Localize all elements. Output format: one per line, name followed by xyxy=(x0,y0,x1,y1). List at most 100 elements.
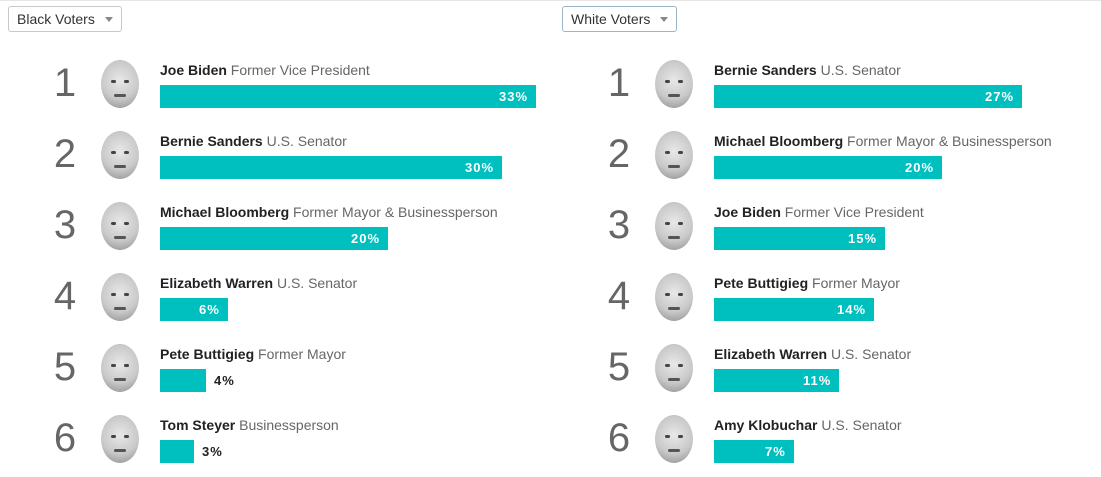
face-mouth xyxy=(668,307,680,310)
support-bar xyxy=(160,227,388,250)
rank-number: 2 xyxy=(607,132,631,176)
voter-group-dropdown[interactable]: Black Voters xyxy=(8,6,122,32)
candidate-label: Bernie Sanders U.S. Senator xyxy=(714,62,1101,78)
joe-biden-photo xyxy=(101,60,139,108)
candidate-title: Former Mayor & Businessperson xyxy=(847,133,1052,149)
amy-klobuchar-photo xyxy=(655,415,693,463)
face-mouth xyxy=(114,94,126,97)
bar-track: 11% xyxy=(714,369,1101,392)
percent-label: 6% xyxy=(199,302,220,317)
percent-label: 14% xyxy=(837,302,867,317)
dropdown-label: Black Voters xyxy=(17,11,95,27)
candidate-title: Former Mayor xyxy=(812,275,900,291)
bar-track: 27% xyxy=(714,85,1101,108)
percent-label: 20% xyxy=(351,231,381,246)
candidate-info: Bernie Sanders U.S. Senator 30% xyxy=(160,133,550,179)
percent-label: 4% xyxy=(214,373,235,388)
candidate-name: Michael Bloomberg xyxy=(714,133,844,149)
voter-group-dropdown[interactable]: White Voters xyxy=(562,6,678,32)
bar-track: 15% xyxy=(714,227,1101,250)
percent-label: 11% xyxy=(803,373,832,388)
rank-number: 5 xyxy=(607,345,631,389)
candidate-label: Pete Buttigieg Former Mayor xyxy=(160,346,550,362)
face-mouth xyxy=(668,236,680,239)
rank-number: 2 xyxy=(53,132,77,176)
pete-buttigieg-photo xyxy=(655,273,693,321)
candidate-info: Elizabeth Warren U.S. Senator 11% xyxy=(714,346,1101,392)
bar-track: 4% xyxy=(160,369,550,392)
candidate-title: U.S. Senator xyxy=(266,133,347,149)
percent-label: 27% xyxy=(985,89,1015,104)
support-bar xyxy=(160,85,536,108)
percent-label: 33% xyxy=(499,89,529,104)
candidate-title: U.S. Senator xyxy=(821,417,902,433)
face-mouth xyxy=(668,449,680,452)
support-bar xyxy=(714,85,1022,108)
support-bar xyxy=(160,440,194,463)
candidate-label: Tom Steyer Businessperson xyxy=(160,417,550,433)
bar-track: 20% xyxy=(714,156,1101,179)
candidate-title: Former Mayor & Businessperson xyxy=(293,204,498,220)
tom-steyer-photo xyxy=(101,415,139,463)
candidate-title: Former Mayor xyxy=(258,346,346,362)
candidate-label: Michael Bloomberg Former Mayor & Busines… xyxy=(160,204,550,220)
rank-number: 6 xyxy=(53,416,77,460)
bar-track: 20% xyxy=(160,227,550,250)
percent-label: 20% xyxy=(905,160,935,175)
elizabeth-warren-photo xyxy=(101,273,139,321)
percent-label: 15% xyxy=(848,231,878,246)
dropdown-label: White Voters xyxy=(571,11,651,27)
candidate-title: U.S. Senator xyxy=(276,275,358,291)
caret-down-icon xyxy=(660,17,669,22)
bernie-sanders-photo xyxy=(101,131,139,179)
white-voters-panel: White Voters 1 Bernie Sanders U.S. Senato… xyxy=(562,6,1101,474)
percent-label: 7% xyxy=(765,444,786,459)
candidate-info: Tom Steyer Businessperson 3% xyxy=(160,417,550,463)
bar-track: 30% xyxy=(160,156,550,179)
bar-track: 6% xyxy=(160,298,550,321)
bar-track: 7% xyxy=(714,440,1101,463)
face-mouth xyxy=(114,236,126,239)
support-bar xyxy=(160,156,502,179)
candidate-info: Elizabeth Warren U.S. Senator 6% xyxy=(160,275,550,321)
bar-track: 14% xyxy=(714,298,1101,321)
bar-track: 33% xyxy=(160,85,550,108)
rank-number: 6 xyxy=(607,416,631,460)
face-mouth xyxy=(114,165,126,168)
face-mouth xyxy=(668,378,680,381)
rank-number: 1 xyxy=(53,61,77,105)
bernie-sanders-photo xyxy=(655,60,693,108)
face-mouth xyxy=(114,307,126,310)
joe-biden-photo xyxy=(655,202,693,250)
rank-number: 3 xyxy=(53,203,77,247)
candidate-name: Pete Buttigieg xyxy=(160,346,255,362)
candidate-label: Elizabeth Warren U.S. Senator xyxy=(160,275,550,291)
caret-down-icon xyxy=(104,17,113,22)
michael-bloomberg-photo xyxy=(101,202,139,250)
rank-number: 4 xyxy=(607,274,631,318)
support-bar xyxy=(714,298,874,321)
percent-label: 3% xyxy=(202,444,223,459)
candidate-label: Joe Biden Former Vice President xyxy=(714,204,1101,220)
face-mouth xyxy=(114,378,126,381)
candidate-info: Michael Bloomberg Former Mayor & Busines… xyxy=(714,133,1101,179)
candidate-label: Bernie Sanders U.S. Senator xyxy=(160,133,550,149)
candidate-info: Amy Klobuchar U.S. Senator 7% xyxy=(714,417,1101,463)
bar-track: 3% xyxy=(160,440,550,463)
rank-number: 4 xyxy=(53,274,77,318)
elizabeth-warren-photo xyxy=(655,344,693,392)
candidate-info: Joe Biden Former Vice President 33% xyxy=(160,62,550,108)
percent-label: 30% xyxy=(465,160,495,175)
candidate-name: Tom Steyer xyxy=(160,417,236,433)
rank-number: 1 xyxy=(607,61,631,105)
candidate-title: Former Vice President xyxy=(784,204,924,220)
candidate-info: Joe Biden Former Vice President 15% xyxy=(714,204,1101,250)
support-bar xyxy=(160,298,228,321)
support-bar xyxy=(714,227,885,250)
face-mouth xyxy=(668,94,680,97)
candidate-title: Businessperson xyxy=(239,417,339,433)
candidate-name: Bernie Sanders xyxy=(160,133,263,149)
support-bar xyxy=(714,156,942,179)
candidate-title: U.S. Senator xyxy=(820,62,901,78)
support-bar xyxy=(160,369,206,392)
